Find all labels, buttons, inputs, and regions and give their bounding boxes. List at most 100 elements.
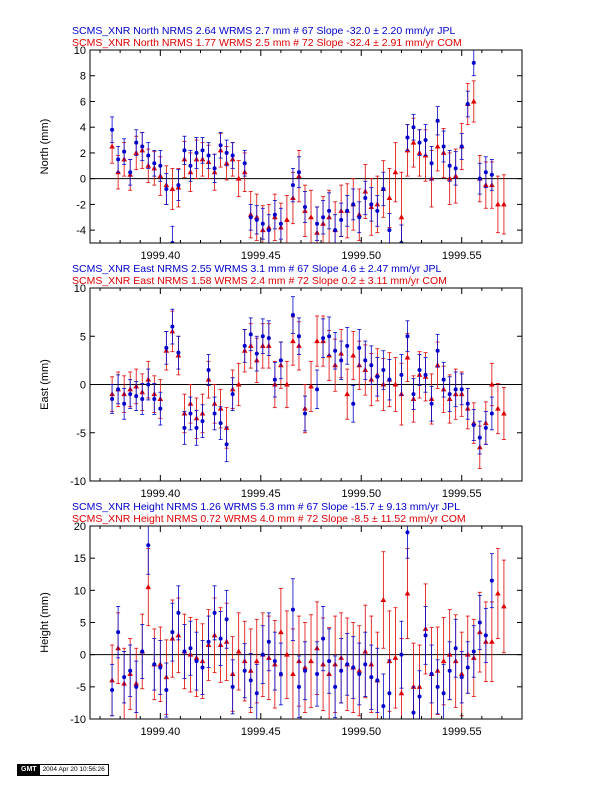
com-point bbox=[284, 651, 290, 657]
jpl-point bbox=[266, 639, 271, 644]
jpl-point bbox=[441, 144, 446, 149]
jpl-point bbox=[272, 659, 277, 664]
y-tick-label: 0 bbox=[80, 380, 86, 392]
jpl-point bbox=[345, 208, 350, 213]
jpl-point bbox=[363, 358, 368, 363]
jpl-point bbox=[375, 678, 380, 683]
com-point bbox=[109, 143, 115, 149]
x-tick-label: 1999.55 bbox=[442, 488, 482, 500]
jpl-point bbox=[405, 530, 410, 535]
jpl-point bbox=[200, 148, 205, 153]
jpl-point bbox=[122, 675, 127, 680]
com-point bbox=[489, 381, 495, 387]
x-tick-label: 1999.50 bbox=[341, 250, 381, 262]
jpl-point bbox=[164, 345, 169, 350]
jpl-point bbox=[206, 639, 211, 644]
com-point bbox=[344, 391, 350, 397]
jpl-point bbox=[423, 633, 428, 638]
jpl-point bbox=[110, 127, 115, 132]
y-tick-label: 15 bbox=[74, 553, 86, 565]
jpl-point bbox=[465, 665, 470, 670]
jpl-point bbox=[369, 363, 374, 368]
jpl-point bbox=[176, 183, 181, 188]
panel-title-jpl: SCMS_XNR East NRMS 2.55 WRMS 3.1 mm # 67… bbox=[72, 263, 441, 275]
jpl-point bbox=[399, 372, 404, 377]
y-tick-label: 4 bbox=[80, 122, 86, 134]
y-tick-label: 20 bbox=[74, 521, 86, 533]
jpl-point bbox=[333, 348, 338, 353]
jpl-point bbox=[116, 630, 121, 635]
jpl-point bbox=[381, 368, 386, 373]
jpl-point bbox=[483, 633, 488, 638]
jpl-point bbox=[327, 659, 332, 664]
x-tick-label: 1999.40 bbox=[140, 250, 180, 262]
jpl-point bbox=[363, 195, 368, 200]
y-axis-label: East (mm) bbox=[39, 359, 51, 410]
x-tick-label: 1999.50 bbox=[341, 488, 381, 500]
y-tick-label: -4 bbox=[76, 225, 86, 237]
jpl-point bbox=[248, 215, 253, 220]
panel-east: SCMS_XNR East NRMS 2.55 WRMS 3.1 mm # 67… bbox=[39, 263, 523, 500]
jpl-point bbox=[182, 148, 187, 153]
jpl-point bbox=[459, 144, 464, 149]
y-tick-label: 0 bbox=[80, 174, 86, 186]
jpl-point bbox=[200, 419, 205, 424]
jpl-point bbox=[194, 425, 199, 430]
jpl-point bbox=[158, 163, 163, 168]
jpl-point bbox=[194, 659, 199, 664]
jpl-point bbox=[230, 684, 235, 689]
jpl-point bbox=[272, 212, 277, 217]
jpl-point bbox=[453, 387, 458, 392]
jpl-point bbox=[224, 442, 229, 447]
panel-title-jpl: SCMS_XNR North NRMS 2.64 WRMS 2.7 mm # 6… bbox=[72, 25, 455, 37]
jpl-point bbox=[351, 202, 356, 207]
jpl-point bbox=[152, 662, 157, 667]
x-tick-label: 1999.45 bbox=[241, 488, 281, 500]
com-point bbox=[404, 590, 411, 596]
com-point bbox=[489, 638, 495, 644]
com-point bbox=[392, 381, 399, 387]
y-tick-label: 5 bbox=[80, 331, 86, 343]
jpl-point bbox=[242, 668, 247, 673]
com-point bbox=[253, 658, 260, 664]
jpl-point bbox=[170, 324, 175, 329]
jpl-point bbox=[471, 60, 476, 65]
jpl-point bbox=[465, 401, 470, 406]
jpl-point bbox=[375, 374, 380, 379]
jpl-point bbox=[417, 140, 422, 145]
y-tick-label: -10 bbox=[70, 714, 86, 726]
jpl-point bbox=[248, 332, 253, 337]
jpl-point bbox=[140, 144, 145, 149]
jpl-point bbox=[321, 215, 326, 220]
x-tick-label: 1999.45 bbox=[241, 726, 281, 738]
x-tick-label: 1999.50 bbox=[341, 726, 381, 738]
jpl-point bbox=[128, 392, 133, 397]
com-point bbox=[470, 98, 477, 104]
com-point bbox=[495, 590, 501, 596]
com-point bbox=[434, 143, 441, 149]
plot-timestamp: 2004 Apr 20 10:56:26 bbox=[39, 765, 108, 775]
jpl-point bbox=[369, 202, 374, 207]
jpl-point bbox=[182, 425, 187, 430]
x-tick-label: 1999.40 bbox=[140, 488, 180, 500]
jpl-point bbox=[465, 102, 470, 107]
jpl-point bbox=[381, 704, 386, 709]
jpl-point bbox=[302, 204, 307, 209]
jpl-point bbox=[140, 396, 145, 401]
com-point bbox=[284, 381, 290, 387]
y-tick-label: -10 bbox=[70, 476, 86, 488]
jpl-point bbox=[290, 313, 295, 318]
jpl-point bbox=[110, 396, 115, 401]
jpl-point bbox=[164, 186, 169, 191]
jpl-point bbox=[453, 166, 458, 171]
jpl-point bbox=[248, 678, 253, 683]
jpl-point bbox=[296, 170, 301, 175]
jpl-point bbox=[315, 671, 320, 676]
jpl-point bbox=[254, 217, 259, 222]
jpl-point bbox=[459, 675, 464, 680]
jpl-point bbox=[489, 578, 494, 583]
jpl-point bbox=[182, 649, 187, 654]
jpl-point bbox=[266, 228, 271, 233]
com-point bbox=[404, 354, 411, 360]
x-tick-label: 1999.55 bbox=[442, 726, 482, 738]
